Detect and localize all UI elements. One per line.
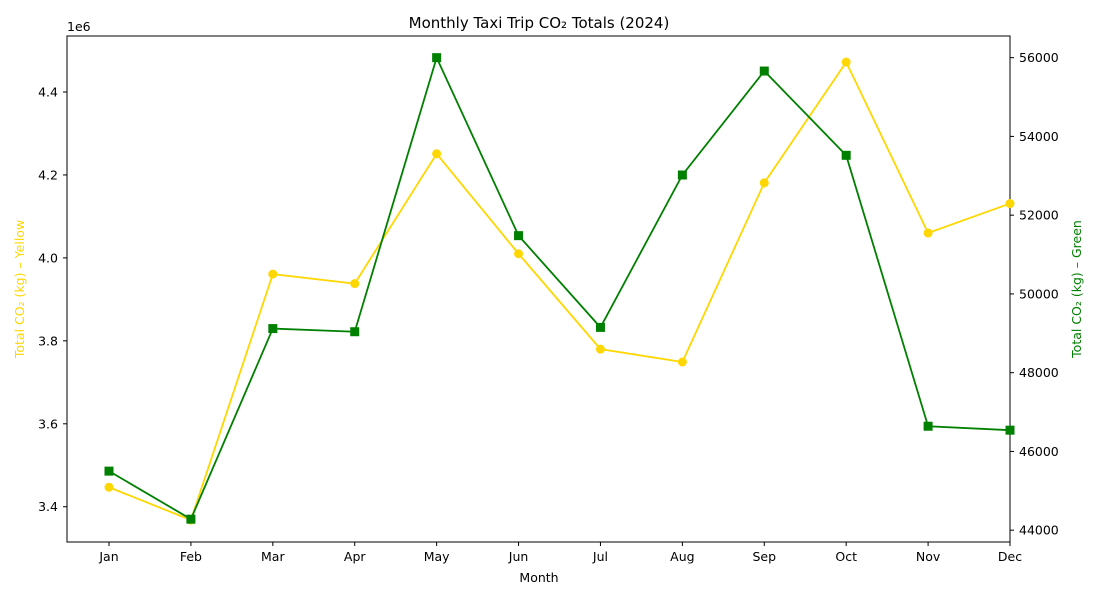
data-point-green — [268, 324, 278, 334]
right-y-tick-label: 56000 — [1019, 50, 1059, 65]
right-y-axis-label: Total CO₂ (kg) – Green — [1069, 220, 1084, 359]
right-y-tick-label: 46000 — [1019, 444, 1059, 459]
data-point-yellow — [514, 249, 524, 259]
left-y-tick-label: 4.2 — [38, 167, 58, 182]
data-point-yellow — [841, 57, 851, 67]
data-point-yellow — [595, 344, 605, 354]
right-y-tick-label: 54000 — [1019, 129, 1059, 144]
right-y-tick-label: 48000 — [1019, 365, 1059, 380]
data-point-yellow — [677, 357, 687, 367]
data-point-green — [1005, 425, 1015, 435]
left-y-tick-label: 4.4 — [38, 84, 58, 99]
data-point-yellow — [1005, 199, 1015, 209]
series-line-green — [108, 55, 1011, 521]
series-green — [104, 53, 1015, 524]
x-tick-label: Jan — [98, 549, 118, 564]
x-tick-label: Aug — [670, 549, 694, 564]
x-tick-label: Sep — [752, 549, 776, 564]
data-point-green — [759, 66, 769, 76]
x-axis-label: Month — [519, 570, 558, 585]
data-point-green — [923, 421, 933, 431]
data-point-green — [514, 231, 524, 241]
x-axis-ticks: Jan Feb Mar Apr May Jun Jul Aug Sep Oct Nov Dec — [98, 542, 1022, 564]
left-y-axis-ticks: 3.4 3.6 3.8 4.0 4.2 4.4 — [38, 84, 67, 514]
series-yellow — [104, 57, 1015, 525]
left-y-tick-label: 3.6 — [38, 416, 58, 431]
series-line-yellow — [108, 60, 1011, 522]
x-tick-label: Jul — [592, 549, 608, 564]
plot-area-frame — [66, 35, 1011, 543]
left-y-tick-label: 4.0 — [38, 250, 58, 265]
data-point-yellow — [923, 228, 933, 238]
right-y-tick-label: 50000 — [1019, 286, 1059, 301]
x-tick-label: Jun — [508, 549, 529, 564]
right-y-tick-label: 44000 — [1019, 523, 1059, 538]
data-point-yellow — [350, 279, 360, 289]
left-y-axis-label: Total CO₂ (kg) – Yellow — [12, 220, 27, 359]
data-point-yellow — [432, 149, 442, 159]
left-y-tick-label: 3.8 — [38, 333, 58, 348]
x-tick-label: May — [424, 549, 450, 564]
data-point-green — [841, 150, 851, 160]
right-y-tick-label: 52000 — [1019, 208, 1059, 223]
x-tick-label: Oct — [835, 549, 857, 564]
x-tick-label: Nov — [916, 549, 941, 564]
data-point-yellow — [268, 269, 278, 279]
data-point-yellow — [104, 482, 114, 492]
x-tick-label: Apr — [344, 549, 366, 564]
data-point-green — [595, 322, 605, 332]
left-axis-offset-text: 1e6 — [67, 19, 91, 34]
x-tick-label: Dec — [998, 549, 1022, 564]
right-y-axis-ticks: 44000 46000 48000 50000 52000 54000 56000 — [1010, 50, 1059, 538]
data-point-green — [432, 53, 442, 63]
data-point-yellow — [759, 178, 769, 188]
left-y-tick-label: 3.4 — [38, 499, 58, 514]
x-tick-label: Feb — [180, 549, 202, 564]
data-point-green — [104, 466, 114, 476]
data-point-green — [186, 514, 196, 524]
data-point-green — [677, 170, 687, 180]
series-layer — [104, 53, 1015, 525]
chart-title: Monthly Taxi Trip CO₂ Totals (2024) — [409, 14, 670, 32]
data-point-green — [350, 327, 360, 337]
x-tick-label: Mar — [261, 549, 285, 564]
